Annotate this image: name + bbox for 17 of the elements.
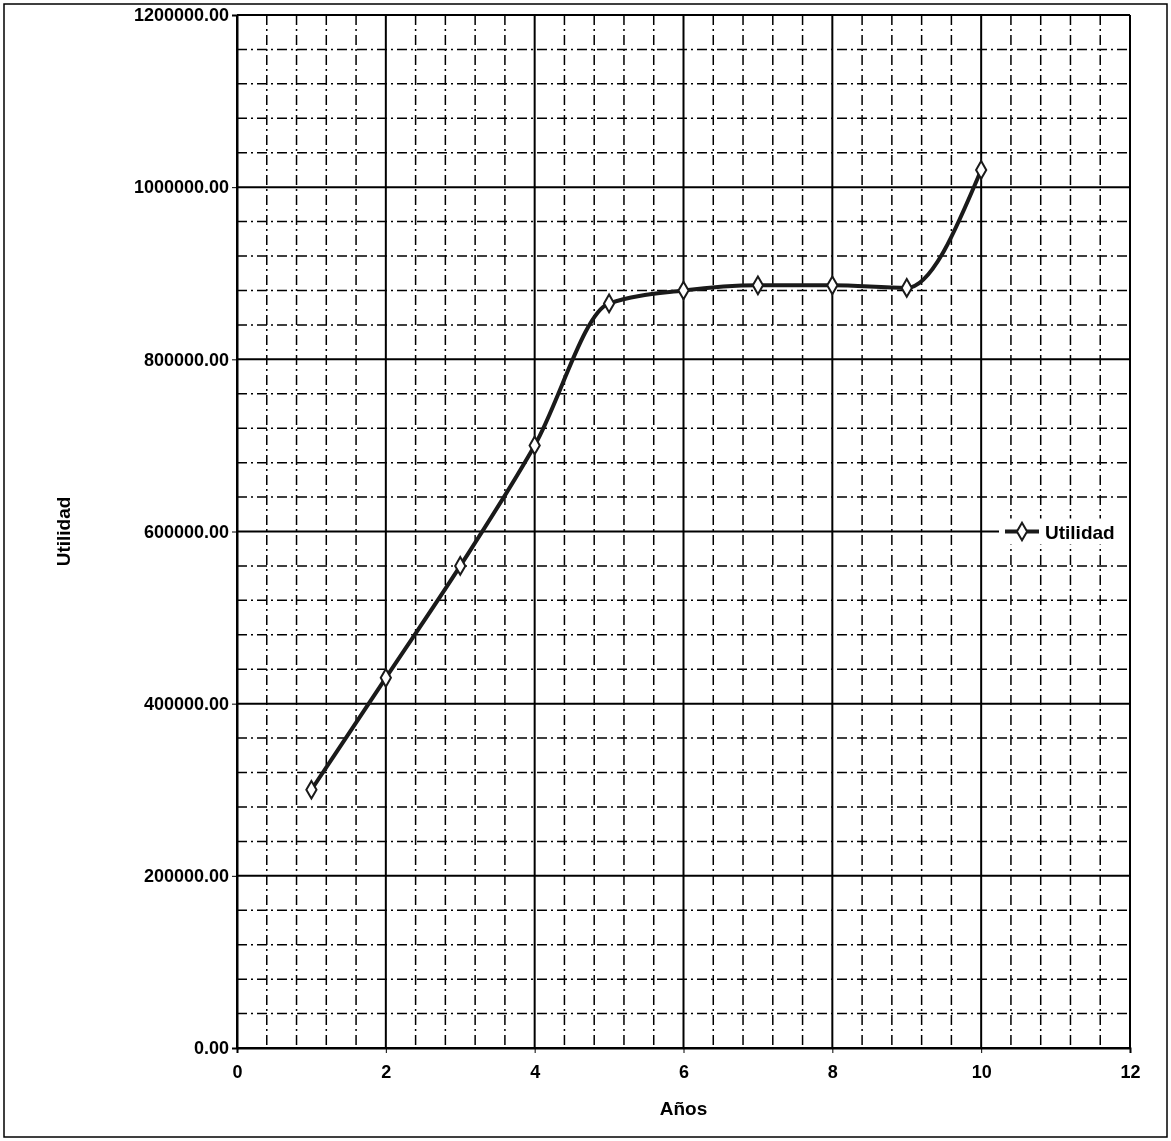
- x-tick-label: 0: [232, 1061, 243, 1082]
- x-tick-label: 12: [1120, 1061, 1141, 1082]
- y-tick-label: 200000.00: [143, 866, 229, 887]
- y-tick-label: 800000.00: [143, 349, 229, 370]
- x-axis-title: Años: [659, 1098, 708, 1119]
- x-tick-label: 10: [971, 1061, 992, 1082]
- x-tick-label: 6: [678, 1061, 690, 1082]
- y-tick-label: 600000.00: [143, 521, 229, 542]
- y-tick-label: 400000.00: [143, 693, 229, 714]
- x-tick-label: 2: [381, 1061, 392, 1082]
- y-tick-label: 1000000.00: [133, 177, 229, 198]
- y-tick-label: 1200000.00: [133, 5, 229, 26]
- x-tick-label: 4: [530, 1061, 541, 1082]
- y-tick-label: 0.00: [193, 1038, 229, 1059]
- y-axis-title: Utilidad: [53, 496, 74, 567]
- legend-label: Utilidad: [1045, 521, 1115, 543]
- x-tick-label: 8: [827, 1061, 838, 1082]
